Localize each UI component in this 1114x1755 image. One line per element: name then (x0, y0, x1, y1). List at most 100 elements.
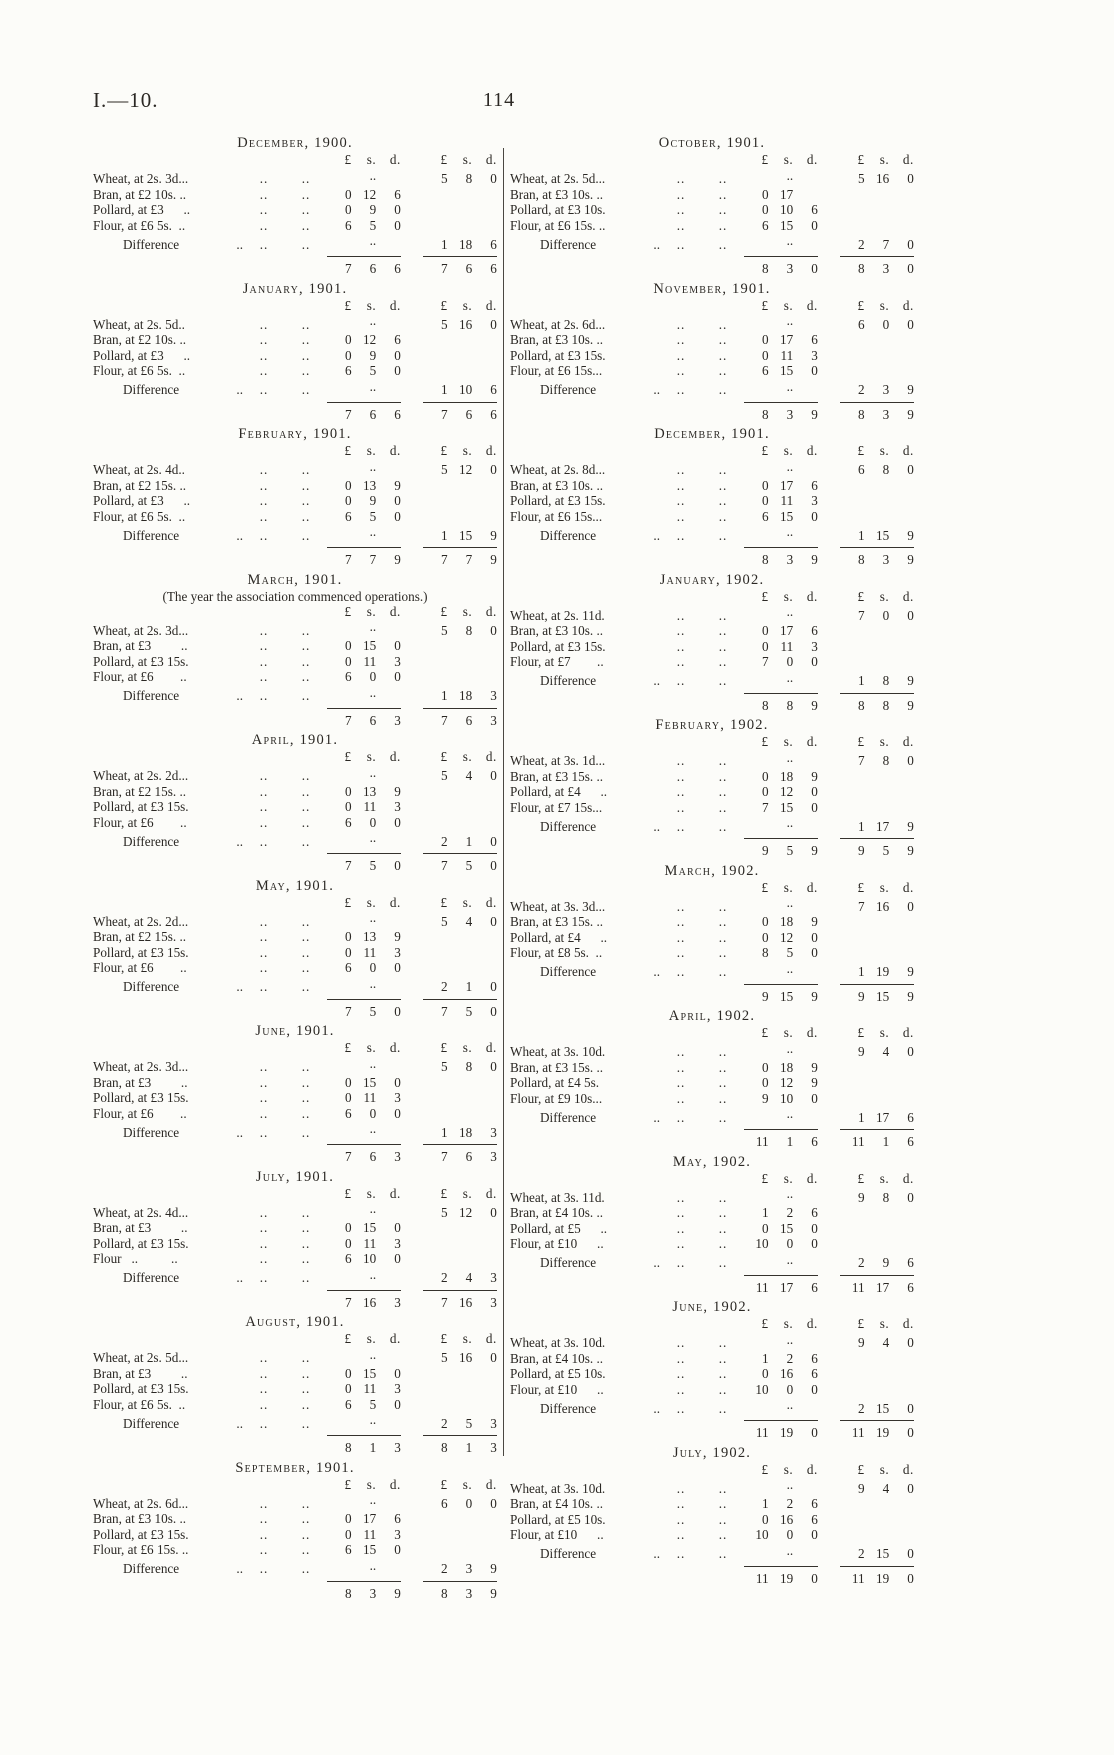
price-shillings: 17 (363, 1511, 377, 1526)
price-pound: 8 (858, 406, 865, 422)
row-total: 7 16 3 7 16 3 (93, 1288, 497, 1311)
price-group-1: .. (327, 765, 401, 781)
price-shillings: 7 (369, 552, 377, 567)
price-shillings: .. (369, 1266, 377, 1282)
row-label-text: Wheat, at 3s. 11d. (510, 1189, 605, 1205)
row-label-text: Difference (540, 382, 597, 397)
price-group-1: .. (327, 1558, 401, 1574)
row-label-text: Pollard, at £3 15s. (510, 638, 606, 654)
price-shillings: 5 (465, 858, 473, 873)
dot-leader: .. (676, 654, 686, 669)
price-pence: d. (902, 588, 914, 604)
dot-leader: .. (301, 1511, 311, 1526)
price-group-1: 9 5 9 (744, 838, 818, 859)
price-pound: 5 (441, 913, 448, 929)
price-shillings: .. (786, 378, 794, 394)
price-shillings: .. (786, 895, 794, 910)
price-shillings: 5 (369, 858, 377, 873)
row-label: Wheat, at 2s. 2d... (93, 914, 243, 930)
dot-leader: .. (718, 898, 728, 914)
row-label: Pollard, at £3 .. (93, 348, 243, 364)
price-shillings: 8 (882, 673, 890, 688)
price-shillings: 12 (363, 332, 377, 347)
row-flour: Flour, at £6 5s. ...... 6 5 0 (93, 509, 497, 525)
price-group-2: £ s. d. (840, 880, 914, 896)
price-pound: £ (857, 152, 865, 167)
price-pence (376, 524, 401, 540)
dot-leader: .. (718, 1044, 728, 1059)
price-pence: 6 (907, 1109, 914, 1125)
price-pound: 5 (441, 1059, 448, 1074)
price-shillings: 15 (780, 799, 794, 815)
dot-leader: .. (301, 814, 311, 830)
price-pence: 9 (907, 406, 914, 422)
row-label-text: Difference (540, 527, 597, 543)
price-pence: 0 (811, 929, 818, 945)
row-label-text: Difference (123, 1270, 180, 1285)
price-pence: 0 (811, 945, 818, 960)
price-pence: 0 (907, 261, 914, 276)
row-difference: Difference........ 1 18 3 (93, 1121, 497, 1140)
money-header-row: £ s. d. £ s. d. (510, 152, 914, 168)
dot-leader: .. (718, 382, 728, 397)
row-label: Wheat, at 2s. 11d. (510, 608, 660, 624)
dot-leader: .. (718, 768, 728, 784)
price-pence: 9 (907, 382, 914, 397)
price-group-2: 5 16 0 (840, 171, 914, 187)
price-pound: 0 (345, 186, 352, 202)
price-pence (376, 1201, 401, 1217)
price-pence: 3 (394, 1090, 401, 1105)
row-label-text: Difference (123, 833, 180, 849)
price-pound: £ (440, 297, 448, 313)
price-pound: 5 (441, 316, 448, 332)
dot-leader: .. (259, 347, 269, 363)
price-pound (327, 1347, 352, 1363)
price-group-1: .. (744, 961, 818, 977)
row-label: Flour, at £9 10s... (510, 1091, 660, 1107)
price-shillings: 1 (465, 1440, 473, 1455)
row-label: Bran, at £3 .. (93, 1075, 243, 1091)
price-pence: 9 (811, 988, 818, 1004)
row-label-text: Difference (123, 1124, 180, 1140)
dot-leader: .. (676, 1189, 686, 1205)
price-shillings: 11 (363, 1381, 377, 1396)
dot-leader: .. (676, 1075, 686, 1090)
price-pence: 9 (811, 914, 818, 929)
price-pound: 8 (762, 406, 769, 422)
price-group-2: 2 15 0 (840, 1546, 914, 1562)
row-label-text: Flour, at £6 15s... (510, 508, 603, 524)
price-pound (327, 1201, 352, 1217)
dot-leader: .. (653, 818, 660, 834)
price-pence: 0 (811, 799, 818, 815)
price-pound: 0 (345, 1381, 352, 1396)
price-pence: 3 (811, 493, 818, 508)
price-group-2: 5 8 0 (423, 623, 497, 639)
month-heading: September, 1901. (235, 1459, 355, 1476)
price-pence: 0 (394, 858, 401, 873)
price-pound: 5 (441, 171, 448, 186)
dot-leader: .. (236, 236, 243, 252)
price-group-1: 0 16 6 (744, 1512, 818, 1528)
price-group-1: 11 19 0 (744, 1565, 818, 1587)
price-pound (744, 1543, 769, 1559)
price-shillings: 11 (363, 799, 377, 814)
row-label: Flour, at £6 15s... (510, 363, 660, 379)
price-pound: 7 (762, 799, 769, 815)
price-group-1: 0 16 6 (744, 1366, 818, 1382)
price-pound: 2 (441, 833, 448, 849)
dot-leader: .. (301, 768, 311, 783)
price-pound: 0 (345, 477, 352, 493)
row-pollard: Pollard, at £3 15s..... 0 11 3 (93, 654, 497, 670)
price-pound (744, 750, 769, 766)
price-group-2: 5 16 0 (423, 317, 497, 333)
price-pence: 0 (811, 1425, 818, 1440)
row-label: Difference.. (93, 1561, 243, 1577)
price-group-2: 1 15 9 (423, 528, 497, 544)
row-label-text: Pollard, at £3 15s. (510, 493, 606, 508)
price-shillings: .. (369, 910, 377, 925)
dot-leader: .. (259, 814, 269, 830)
row-label: Pollard, at £3 15s. (93, 1381, 243, 1397)
dot-leader: .. (301, 1220, 311, 1235)
row-label-text: Pollard, at £4 5s. (510, 1075, 600, 1090)
dot-leader: .. (301, 622, 311, 638)
